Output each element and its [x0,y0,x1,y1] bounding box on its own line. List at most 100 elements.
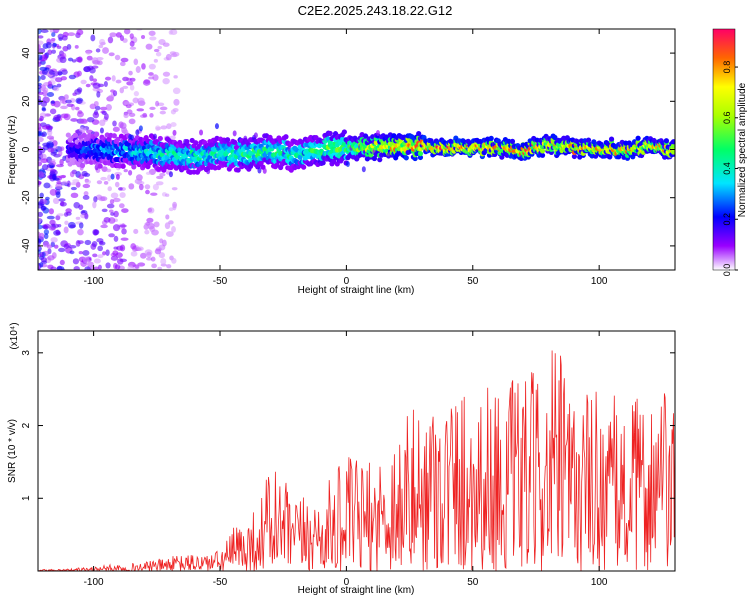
spectrogram-cell [159,110,166,115]
spectrogram-cell [116,258,124,265]
spectrogram-cell [38,84,42,90]
spectrogram-cell [92,111,100,119]
snr-y-tick-label: 3 [21,350,32,356]
spectrogram-y-tick-label: 40 [21,47,32,59]
spectrogram-cell [111,133,117,139]
spectrogram-cell [136,108,145,112]
spectrogram-cell [148,63,156,70]
spectrogram-cell [77,228,84,236]
spectrogram-cell [61,35,68,41]
spectrogram-cell [47,129,53,136]
spectrogram-cell [144,184,151,190]
spectrogram-cell [85,50,92,55]
spectrogram-cell [89,75,94,82]
colorbar-tick-label: 0.4 [722,162,732,175]
spectrogram-cell [663,138,670,144]
spectrogram-cell [670,149,675,155]
spectrogram-cell [115,252,123,258]
spectrogram-cell [417,150,424,157]
spectrogram-cell [81,170,88,177]
spectrogram-cell [103,217,111,223]
spectrogram-cell [171,257,177,264]
spectrogram-cell [39,192,44,198]
spectrogram-cell [92,253,98,258]
spectrogram-cell [53,86,60,92]
spectrogram-cell [99,106,108,111]
spectrogram-cell [127,265,134,270]
snr-y-tick-label: 1 [21,495,32,501]
spectrogram-cell [72,92,77,96]
spectrogram-cell [160,125,168,130]
spectrogram-cell [112,120,117,127]
spectrogram-cell [206,168,211,175]
spectrogram-cell [48,161,57,166]
spectrogram-cell [60,174,67,179]
spectrogram-cell [162,239,167,247]
spectrogram-cell [172,129,177,136]
spectrogram-cell [141,35,146,40]
spectrogram-cell [118,203,125,209]
spectrogram-cell [119,192,126,198]
spectrogram-cell [133,58,139,66]
spectrogram-cell [135,129,140,136]
spectrogram-cell [106,203,115,209]
spectrogram-cell [43,229,50,235]
spectrogram-cell [488,135,494,141]
spectrogram-cell [67,221,76,229]
spectrogram-cell [75,240,81,247]
spectrogram-cell [145,257,153,261]
spectrogram-cell [77,110,83,115]
spectrogram-cell [162,42,170,47]
spectrogram-cell [68,74,76,80]
spectrogram-cell [55,182,63,190]
spectrogram-cell [38,264,41,270]
spectrogram-cell [62,155,67,162]
spectrogram-cell [66,103,74,107]
spectrogram-cell [78,204,84,210]
spectrogram-cell [149,113,154,118]
spectrogram-cell [40,158,49,164]
spectrogram-cell [100,224,108,229]
spectrogram-cell [158,252,165,259]
spectrogram-cell [113,210,119,218]
spectrogram-cell [162,71,171,77]
spectrogram-cell [105,103,112,111]
spectrogram-cell [169,135,176,140]
spectrogram-cell [157,266,162,270]
spectrogram-cell [48,226,56,231]
spectrogram-cell [48,70,56,75]
snr-x-axis-label: Height of straight line (km) [298,585,415,596]
spectrogram-cell [92,82,101,89]
colorbar-ticks: 0.0 0.2 0.4 0.6 0.8 [722,61,738,276]
spectrogram-cell [77,56,83,63]
spectrogram-cell [65,99,72,104]
spectrogram-cell [108,233,115,238]
spectrogram-cell [129,40,135,47]
spectrogram-x-tick-label: 100 [591,276,608,287]
snr-frame [37,330,676,572]
spectrogram-x-ticks: -100 -50 0 50 100 [84,29,608,287]
spectrogram-cell [144,229,150,235]
spectrogram-marks [38,29,675,270]
spectrogram-cell [148,30,156,36]
spectrogram-cell [42,87,49,94]
spectrogram-cell [49,169,58,176]
spectrogram-cell [122,85,129,90]
spectrogram-cell [120,57,129,63]
spectrogram-cell [100,196,108,202]
spectrogram-cell [129,46,137,50]
spectrogram-cell [283,134,289,140]
spectrogram-cell [363,133,369,139]
spectrogram-cell [53,145,58,150]
spectrogram-cell [119,244,126,252]
spectrogram-cell [70,192,79,199]
spectrogram-cell [67,57,74,62]
spectrogram-cell [539,152,546,158]
spectrogram-cell [257,167,262,174]
spectrogram-cell [149,36,157,41]
spectrogram-cell [108,209,114,213]
spectrogram-cell [105,249,110,257]
spectrogram-cell [152,74,159,81]
spectrogram-cell [130,134,135,141]
